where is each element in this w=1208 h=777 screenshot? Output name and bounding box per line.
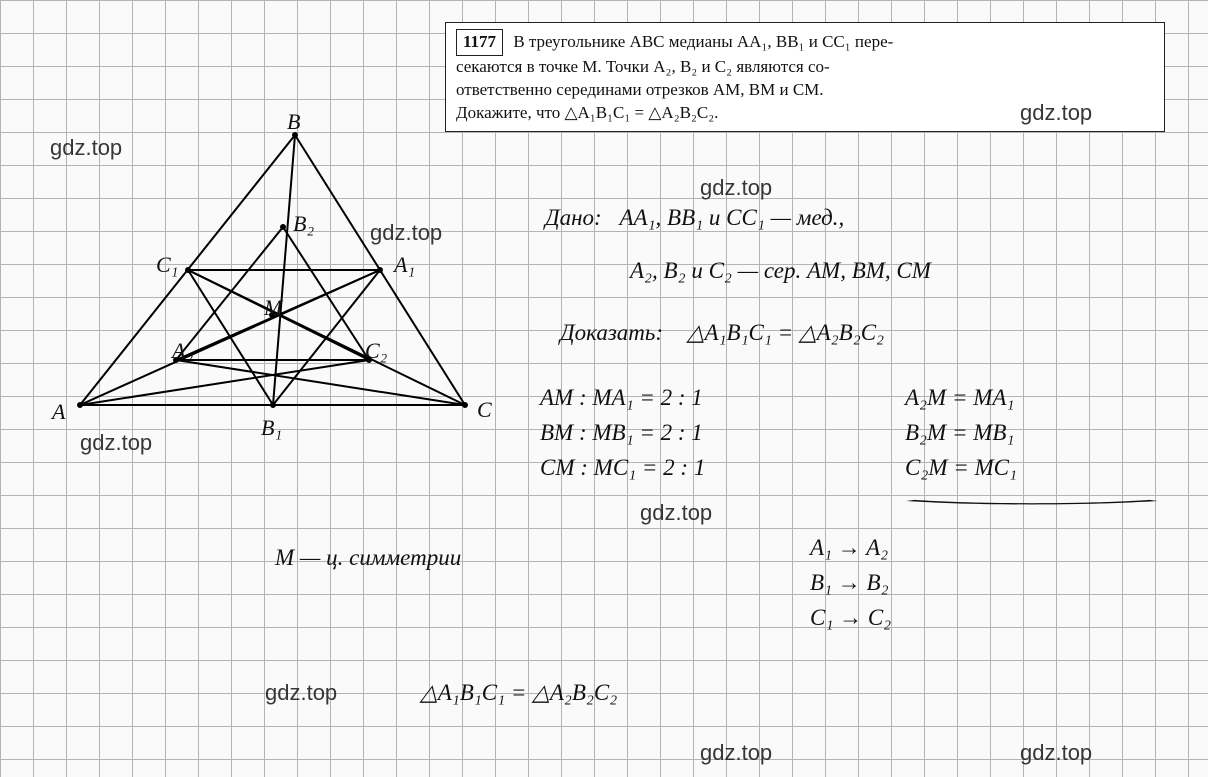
vertex-label-c1: C₁ xyxy=(156,252,178,278)
conclusion: △A₁B₁C₁ = △A₂B₂C₂ xyxy=(420,680,617,706)
watermark: gdz.top xyxy=(1020,100,1092,126)
eq-1: A₂M = MA₁ xyxy=(905,385,1014,411)
watermark: gdz.top xyxy=(700,740,772,766)
ratio-1: AM : MA₁ = 2 : 1 xyxy=(540,385,703,411)
problem-line-3: ответственно серединами отрезков AM, BM … xyxy=(456,80,824,99)
ratio-2: BM : MB₁ = 2 : 1 xyxy=(540,420,703,446)
given-line-2: A₂, B₂ и C₂ — сер. AM, BM, CM xyxy=(630,258,931,284)
eq-2: B₂M = MB₁ xyxy=(905,420,1014,446)
given-line-1: AA₁, BB₁ и CC₁ — мед., xyxy=(619,205,844,230)
ratio-3: CM : MC₁ = 2 : 1 xyxy=(540,455,705,481)
vertex-label-a: A xyxy=(52,399,65,425)
vertex-label-a1: A₁ xyxy=(394,252,415,278)
vertex-label-b1: B₁ xyxy=(261,415,282,441)
map-2: B₁ → B₂ xyxy=(810,570,889,596)
eq-3: C₂M = MC₁ xyxy=(905,455,1017,481)
watermark: gdz.top xyxy=(640,500,712,526)
vertex-label-a2: A₂ xyxy=(172,338,193,364)
vertex-label-c: C xyxy=(477,397,492,423)
vertex-label-c2: C₂ xyxy=(365,338,387,364)
vertex-label-b: B xyxy=(287,109,300,135)
brace-under: ︶ xyxy=(900,494,1164,520)
watermark: gdz.top xyxy=(50,135,122,161)
symmetry-note: M — ц. симметрии xyxy=(275,545,461,571)
watermark: gdz.top xyxy=(370,220,442,246)
map-1: A₁ → A₂ xyxy=(810,535,888,561)
watermark: gdz.top xyxy=(1020,740,1092,766)
prove-text: △A₁B₁C₁ = △A₂B₂C₂ xyxy=(687,320,884,345)
watermark: gdz.top xyxy=(265,680,337,706)
problem-line-1: В треугольнике ABC медианы AA₁, BB₁ и CC… xyxy=(513,32,893,51)
given-label-text: Дано: xyxy=(545,205,602,230)
diagram-svg xyxy=(20,115,500,435)
problem-number: 1177 xyxy=(456,29,503,56)
vertex-label-b2: B₂ xyxy=(293,211,314,237)
watermark: gdz.top xyxy=(80,430,152,456)
triangle-diagram: ABCC₁A₁B₁MA₂B₂C₂ xyxy=(20,115,500,435)
prove-label-text: Доказать: xyxy=(560,320,663,345)
prove-label: Доказать: △A₁B₁C₁ = △A₂B₂C₂ xyxy=(560,320,884,346)
given-label: Дано: AA₁, BB₁ и CC₁ — мед., xyxy=(545,205,844,231)
watermark: gdz.top xyxy=(700,175,772,201)
map-3: C₁ → C₂ xyxy=(810,605,891,631)
vertex-label-m: M xyxy=(264,295,282,321)
problem-line-2: секаются в точке M. Точки A₂, B₂ и C₂ яв… xyxy=(456,57,830,76)
